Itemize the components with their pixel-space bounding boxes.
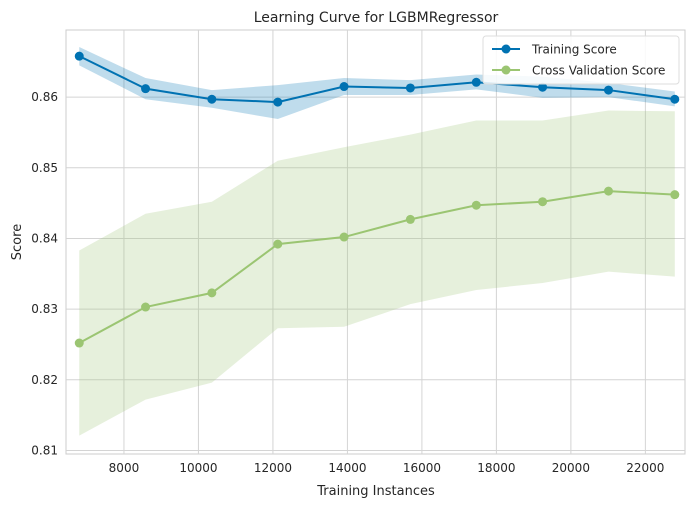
x-axis-label: Training Instances bbox=[316, 484, 435, 499]
cross-validation-score-line bbox=[78, 190, 675, 344]
series-lines bbox=[78, 55, 675, 344]
y-tick-label: 0.81 bbox=[31, 443, 58, 457]
training-score-point bbox=[405, 83, 415, 93]
legend-box bbox=[482, 35, 680, 85]
chart-title: Learning Curve for LGBMRegressor bbox=[254, 10, 499, 26]
cross-validation-score-point bbox=[141, 302, 151, 312]
x-tick-label: 22000 bbox=[626, 461, 664, 475]
cross-validation-score-point bbox=[74, 338, 84, 348]
cross-validation-score-band bbox=[79, 110, 675, 436]
training-score-band bbox=[79, 46, 675, 120]
x-tick-label: 12000 bbox=[254, 461, 292, 475]
cross-validation-score-point bbox=[207, 288, 217, 298]
x-tick-label: 20000 bbox=[552, 461, 590, 475]
cross-validation-score-point bbox=[273, 239, 283, 249]
y-axis-label: Score bbox=[10, 224, 25, 260]
training-score-point bbox=[538, 82, 548, 92]
confidence-bands bbox=[79, 46, 675, 436]
y-tick-label: 0.85 bbox=[31, 161, 58, 175]
legend-marker-cv bbox=[501, 65, 511, 75]
x-tick-label: 18000 bbox=[477, 461, 515, 475]
grid-lines bbox=[66, 30, 685, 454]
x-tick-label: 16000 bbox=[403, 461, 441, 475]
training-score-point bbox=[339, 82, 349, 92]
cross-validation-score-point bbox=[604, 186, 614, 196]
x-tick-label: 10000 bbox=[179, 461, 217, 475]
cross-validation-score-point bbox=[670, 190, 680, 200]
training-score-point bbox=[141, 84, 151, 94]
legend-label-cv: Cross Validation Score bbox=[532, 64, 665, 78]
legend-label-training: Training Score bbox=[531, 43, 617, 57]
x-tick-label: 8000 bbox=[109, 461, 140, 475]
x-tick-labels: 8000 10000 12000 14000 16000 18000 20000 22000 bbox=[109, 461, 665, 475]
x-tick-label: 14000 bbox=[328, 461, 366, 475]
y-tick-label: 0.83 bbox=[31, 302, 58, 316]
y-tick-label: 0.82 bbox=[31, 373, 58, 387]
series-points bbox=[74, 51, 680, 348]
cross-validation-score-point bbox=[538, 197, 548, 207]
training-score-point bbox=[471, 77, 481, 87]
cross-validation-score-point bbox=[405, 214, 415, 224]
legend: Training Score Cross Validation Score bbox=[482, 35, 680, 85]
training-score-point bbox=[74, 51, 84, 61]
training-score-line bbox=[78, 55, 675, 104]
training-score-point bbox=[604, 85, 614, 95]
training-score-point bbox=[207, 94, 217, 104]
y-tick-label: 0.84 bbox=[31, 231, 58, 245]
y-tick-label: 0.86 bbox=[31, 90, 58, 104]
training-score-point bbox=[670, 94, 680, 104]
cross-validation-score-point bbox=[339, 232, 349, 242]
plot-area bbox=[65, 29, 686, 455]
y-tick-labels: 0.81 0.82 0.83 0.84 0.85 0.86 bbox=[31, 90, 58, 457]
training-score-point bbox=[273, 97, 283, 107]
legend-marker-training bbox=[501, 44, 511, 54]
cross-validation-score-point bbox=[471, 200, 481, 210]
